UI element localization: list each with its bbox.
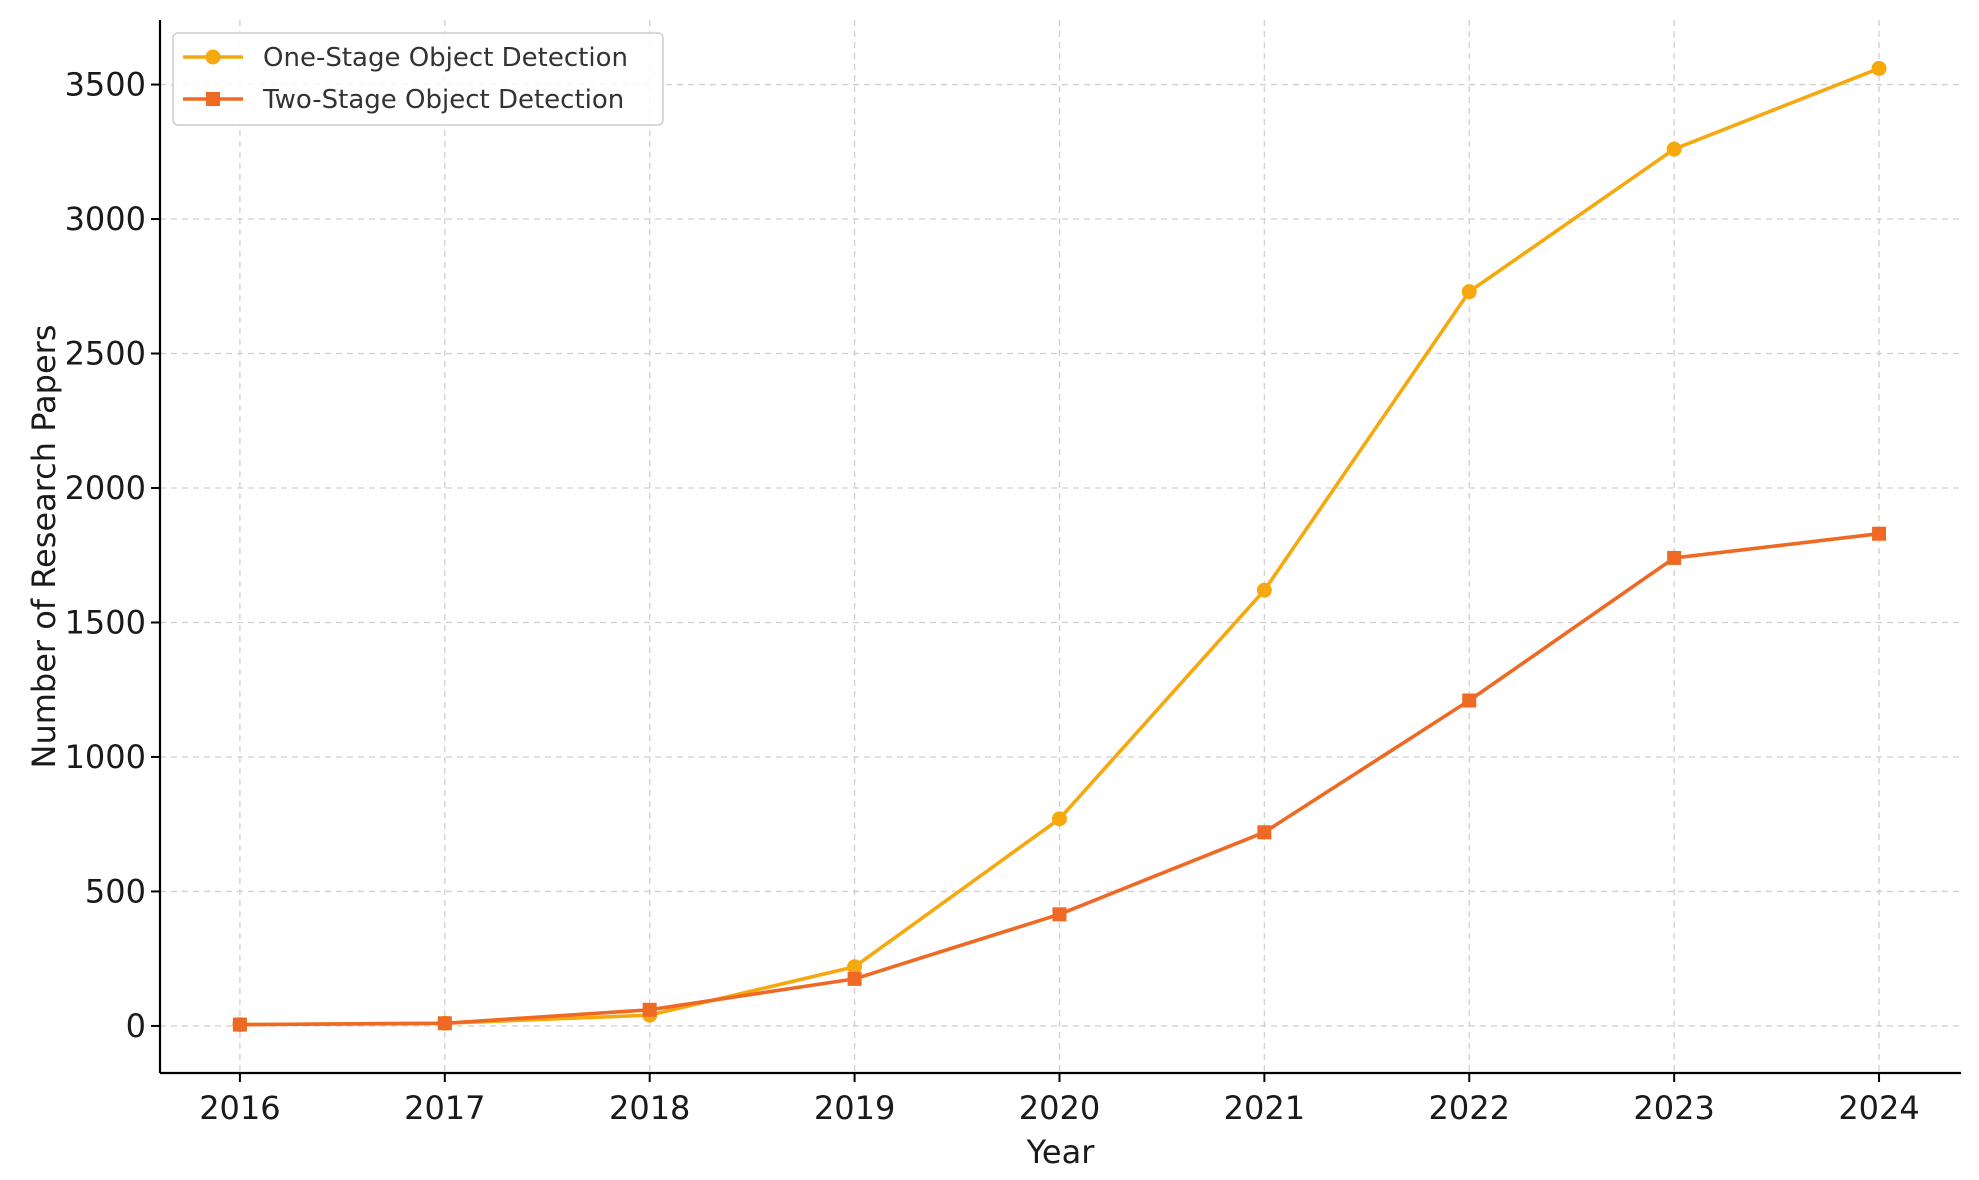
ticks: 2016 2017 2018 2019 2020 2021 2022 2023 2024 0 500…: [65, 66, 1920, 1127]
x-tick-label: 2016: [199, 1089, 280, 1127]
x-tick-label: 2024: [1838, 1089, 1919, 1127]
x-tick-label: 2020: [1019, 1089, 1100, 1127]
data-point: [1052, 907, 1067, 922]
legend: One-Stage Object Detection Two-Stage Obje…: [172, 32, 664, 126]
y-tick-label: 3000: [65, 200, 146, 238]
y-tick-label: 500: [85, 872, 146, 910]
data-point: [1462, 693, 1477, 708]
y-tick-label: 3500: [65, 66, 146, 104]
data-point: [437, 1016, 452, 1031]
data-point: [1256, 582, 1272, 598]
x-tick-label: 2022: [1429, 1089, 1510, 1127]
legend-label: One-Stage Object Detection: [263, 43, 628, 73]
x-axis-title: Year: [1026, 1133, 1096, 1171]
x-tick-label: 2017: [404, 1089, 485, 1127]
y-tick-label: 1000: [65, 738, 146, 776]
data-point: [847, 971, 862, 986]
data-point: [1051, 811, 1067, 827]
legend-label: Two-Stage Object Detection: [262, 85, 624, 115]
axes: [158, 20, 1961, 1075]
series-1: [232, 60, 1887, 1033]
series: [232, 60, 1887, 1033]
y-tick-label: 0: [126, 1007, 146, 1045]
y-tick-label: 2000: [65, 469, 146, 507]
data-point: [232, 1017, 247, 1032]
legend-marker: [205, 49, 221, 65]
series-2: [232, 526, 1887, 1032]
data-point: [1667, 550, 1682, 565]
y-tick-label: 1500: [65, 603, 146, 641]
data-point: [1461, 284, 1477, 300]
data-point: [1872, 526, 1887, 541]
data-point: [1257, 825, 1272, 840]
data-point: [642, 1002, 657, 1017]
data-point: [1871, 60, 1887, 76]
legend-marker: [206, 92, 220, 106]
data-point: [847, 959, 863, 975]
y-axis-title: Number of Research Papers: [25, 325, 63, 769]
grid: [160, 20, 1961, 1073]
x-tick-label: 2018: [609, 1089, 690, 1127]
x-tick-label: 2023: [1633, 1089, 1714, 1127]
legend-frame: [172, 32, 664, 126]
data-point: [1666, 141, 1682, 157]
x-tick-label: 2021: [1224, 1089, 1305, 1127]
x-tick-label: 2019: [814, 1089, 895, 1127]
y-tick-label: 2500: [65, 335, 146, 373]
